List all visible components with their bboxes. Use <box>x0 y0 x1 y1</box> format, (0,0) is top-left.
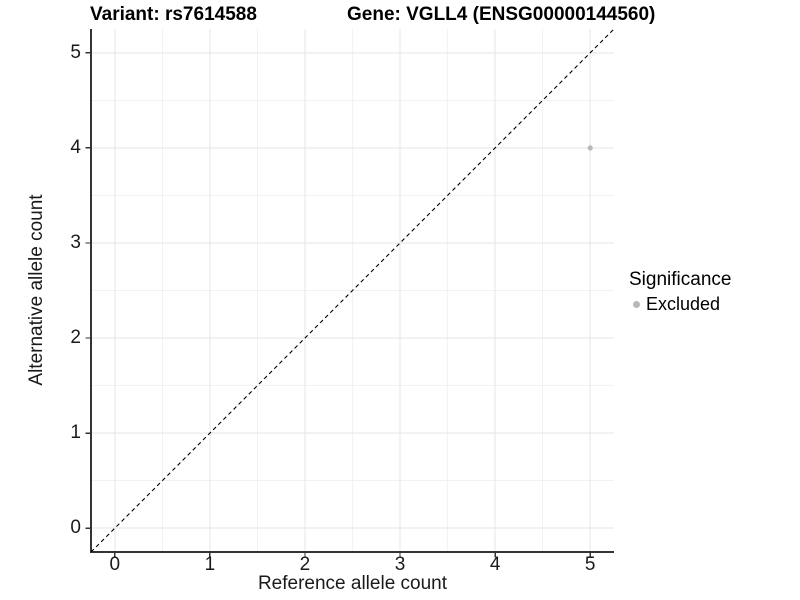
legend-item-label: Excluded <box>646 294 721 314</box>
x-tick-label: 3 <box>394 554 406 575</box>
x-tick-label: 5 <box>584 554 596 575</box>
x-tick-label: 2 <box>299 554 311 575</box>
x-tick-label: 1 <box>204 554 216 575</box>
legend-item-excluded: Excluded <box>629 293 731 315</box>
y-tick-label: 4 <box>70 136 81 158</box>
y-tick-label: 2 <box>70 327 81 349</box>
y-tick-label: 5 <box>70 41 81 63</box>
x-axis-title: Reference allele count <box>257 573 448 594</box>
legend-title: Significance <box>629 269 732 290</box>
gene-title: Gene: VGLL4 (ENSG00000144560) <box>347 4 656 25</box>
x-tick-label: 0 <box>109 554 121 575</box>
plot-area <box>85 28 615 558</box>
y-tick-label: 0 <box>70 517 81 539</box>
y-axis-title: Alternative allele count <box>26 194 47 386</box>
x-tick-label: 4 <box>489 554 501 575</box>
y-tick-label: 1 <box>70 422 81 444</box>
variant-title: Variant: rs7614588 <box>90 4 257 25</box>
data-point-excluded <box>587 145 593 151</box>
y-tick-label: 3 <box>70 231 81 253</box>
legend: Significance Excluded <box>629 268 731 315</box>
identity-line <box>90 28 615 553</box>
excluded-marker-icon <box>633 300 640 308</box>
